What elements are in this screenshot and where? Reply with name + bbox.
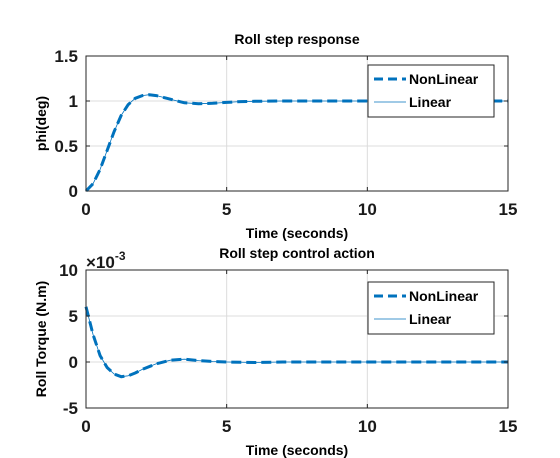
legend-label-linear: Linear xyxy=(409,94,452,110)
x-tick-label: 10 xyxy=(358,200,377,219)
x-axis-label: Time (seconds) xyxy=(246,225,348,241)
y-tick-label: 0 xyxy=(69,353,78,372)
chart-title: Roll step response xyxy=(234,31,359,47)
x-tick-label: 15 xyxy=(499,200,518,219)
y-axis-multiplier-base: ×10 xyxy=(86,253,115,272)
y-axis-multiplier-exponent: -3 xyxy=(115,249,126,263)
x-tick-label: 5 xyxy=(222,200,231,219)
series-line-linear xyxy=(85,306,508,378)
axes-frame xyxy=(85,55,509,192)
legend-box xyxy=(367,281,495,335)
chart-roll-step-response: 0 5 10 15 0 0.5 1 1.5 Roll step response Time (… xyxy=(33,31,517,241)
x-tick-label: 0 xyxy=(81,417,90,436)
y-axis-label: Roll Torque (N.m) xyxy=(33,281,49,397)
legend-label-nonlinear: NonLinear xyxy=(409,71,479,87)
series-group xyxy=(84,306,508,379)
x-tick-label: 10 xyxy=(358,417,377,436)
axes-frame xyxy=(85,269,509,409)
x-axis-label: Time (seconds) xyxy=(246,442,348,458)
x-tick-label: 5 xyxy=(222,417,231,436)
x-tick-label: 15 xyxy=(499,417,518,436)
chart-title: Roll step control action xyxy=(219,245,375,261)
y-tick-label: -5 xyxy=(63,399,78,418)
y-tick-label: 10 xyxy=(59,261,78,280)
y-axis-label: phi(deg) xyxy=(33,96,49,151)
legend: NonLinear Linear xyxy=(367,281,495,335)
legend-box xyxy=(367,64,495,118)
y-tick-label: 0.5 xyxy=(54,137,78,156)
legend-label-linear: Linear xyxy=(409,311,452,327)
ticks: 0 5 10 15 0 0.5 1 1.5 xyxy=(54,47,517,219)
x-tick-label: 0 xyxy=(81,200,90,219)
legend-label-nonlinear: NonLinear xyxy=(409,288,479,304)
y-tick-label: 1 xyxy=(69,92,78,111)
y-axis-multiplier: ×10-3 xyxy=(86,249,126,272)
y-tick-label: 5 xyxy=(69,307,78,326)
y-tick-label: 1.5 xyxy=(54,47,78,66)
legend: NonLinear Linear xyxy=(367,64,495,118)
y-tick-label: 0 xyxy=(69,182,78,201)
